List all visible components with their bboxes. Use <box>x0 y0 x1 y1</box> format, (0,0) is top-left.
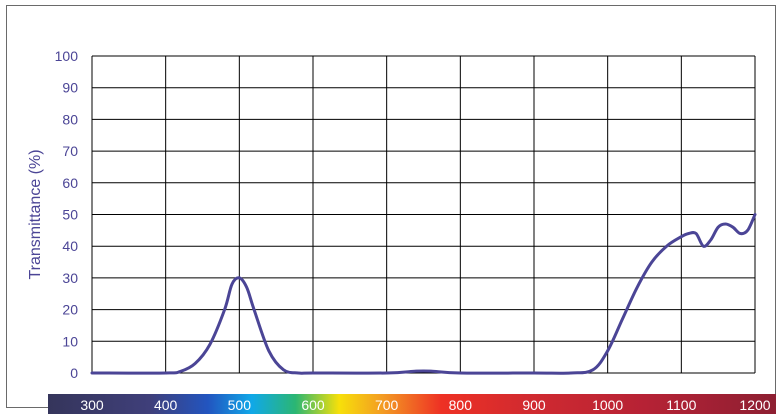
y-tick-label: 70 <box>62 143 78 159</box>
x-axis-ticks: 300 400 500 600 700 800 900 1000 1100 1200 <box>80 397 770 413</box>
x-tick-label: 1100 <box>666 397 696 413</box>
transmittance-series-line <box>90 213 757 375</box>
y-axis-label: Transmittance (%) <box>27 149 44 279</box>
y-tick-label: 90 <box>62 80 78 96</box>
x-tick-label: 500 <box>228 397 252 413</box>
y-tick-label: 20 <box>62 302 78 318</box>
x-tick-label: 900 <box>522 397 546 413</box>
x-tick-label: 1000 <box>592 397 623 413</box>
x-tick-label: 400 <box>154 397 178 413</box>
y-tick-label: 40 <box>62 238 78 254</box>
y-tick-label: 100 <box>55 48 79 64</box>
y-tick-label: 10 <box>62 333 78 349</box>
y-tick-label: 50 <box>62 207 78 223</box>
y-tick-label: 80 <box>62 111 78 127</box>
x-tick-label: 1200 <box>739 397 770 413</box>
x-tick-label: 800 <box>449 397 473 413</box>
spectrum-color-bar <box>48 394 776 414</box>
grid <box>91 55 756 374</box>
x-tick-label: 300 <box>80 397 104 413</box>
y-tick-label: 60 <box>62 175 78 191</box>
y-tick-label: 30 <box>62 270 78 286</box>
y-tick-label: 0 <box>70 365 78 381</box>
x-tick-label: 700 <box>375 397 399 413</box>
x-tick-label: 600 <box>301 397 325 413</box>
